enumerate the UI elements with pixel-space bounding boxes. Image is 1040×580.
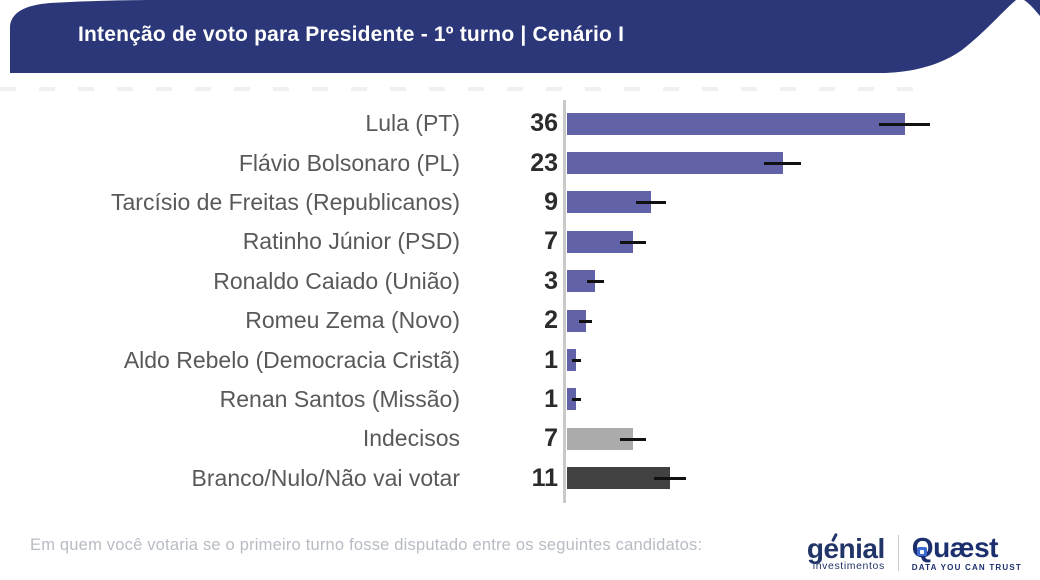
error-bar xyxy=(571,398,582,402)
chart-row: Romeu Zema (Novo) 2 xyxy=(0,301,1040,340)
value-label: 11 xyxy=(531,463,558,492)
chart-rows: Lula (PT) 36 Flávio Bolsonaro (PL) 23 Tarcís… xyxy=(0,104,1040,498)
bar xyxy=(567,270,596,293)
error-bar xyxy=(586,280,604,284)
chart-row: Lula (PT) 36 xyxy=(0,104,1040,143)
category-label: Indecisos xyxy=(362,425,460,452)
quaest-magnifier-icon xyxy=(916,547,927,556)
category-label: Aldo Rebelo (Democracia Cristã) xyxy=(123,346,460,373)
quaest-logo-text: Quæst xyxy=(911,532,999,563)
bar-track xyxy=(558,340,1040,379)
watermark-dashes xyxy=(0,87,935,91)
bar-track xyxy=(558,143,1040,182)
chart-axis-line xyxy=(563,100,566,503)
value-label: 1 xyxy=(544,384,558,413)
value-label: 1 xyxy=(544,345,558,374)
value-label: 2 xyxy=(544,306,558,335)
category-label: Flávio Bolsonaro (PL) xyxy=(238,149,460,176)
value-label: 9 xyxy=(544,187,558,216)
bar xyxy=(567,191,652,214)
value-label: 7 xyxy=(544,227,558,256)
chart-row: Tarcísio de Freitas (Republicanos) 9 xyxy=(0,183,1040,222)
category-label: Romeu Zema (Novo) xyxy=(245,307,460,334)
category-label: Tarcísio de Freitas (Republicanos) xyxy=(111,188,460,215)
chart-row: Flávio Bolsonaro (PL) 23 xyxy=(0,143,1040,182)
page-title: Intenção de voto para Presidente - 1º tu… xyxy=(78,23,625,46)
genial-logo-subtitle: investimentos xyxy=(812,559,885,572)
chart-row: Aldo Rebelo (Democracia Cristã) 1 xyxy=(0,340,1040,379)
category-label: Ronaldo Caiado (União) xyxy=(213,267,460,294)
error-bar xyxy=(579,319,593,323)
survey-question: Em quem você votaria se o primeiro turno… xyxy=(30,536,703,554)
chart-row: Indecisos 7 xyxy=(0,419,1040,458)
bar-track xyxy=(558,183,1040,222)
bar xyxy=(567,152,783,175)
logo-divider xyxy=(897,535,899,571)
category-label: Branco/Nulo/Não vai votar xyxy=(191,464,460,491)
error-bar xyxy=(619,240,646,244)
value-label: 7 xyxy=(544,424,558,453)
error-bar xyxy=(879,122,930,126)
quaest-tagline: DATA YOU CAN TRUST xyxy=(911,563,1022,572)
category-label: Lula (PT) xyxy=(365,110,460,137)
error-bar xyxy=(763,162,802,166)
bar-track xyxy=(558,104,1040,143)
bar-track xyxy=(558,380,1040,419)
bar xyxy=(567,427,633,450)
value-label: 36 xyxy=(530,109,558,138)
quaest-logo: Quæst DATA YOU CAN TRUST xyxy=(912,534,1022,572)
error-bar xyxy=(571,359,582,363)
bar-track xyxy=(558,301,1040,340)
header-band xyxy=(10,0,1040,73)
bar-track xyxy=(558,459,1040,498)
bar xyxy=(567,230,633,253)
value-label: 3 xyxy=(544,266,558,295)
error-bar xyxy=(654,477,687,481)
error-bar xyxy=(636,201,667,205)
bar-track xyxy=(558,262,1040,301)
genial-logo-text: genial xyxy=(806,532,885,564)
bar-track xyxy=(558,419,1040,458)
value-label: 23 xyxy=(530,148,558,177)
chart-row: Ronaldo Caiado (União) 3 xyxy=(0,262,1040,301)
error-bar xyxy=(619,437,646,441)
bar xyxy=(567,467,671,490)
chart-row: Ratinho Júnior (PSD) 7 xyxy=(0,222,1040,261)
bar-track xyxy=(558,222,1040,261)
genial-logo: genial investimentos xyxy=(806,532,885,572)
chart-row: Renan Santos (Missão) 1 xyxy=(0,380,1040,419)
category-label: Renan Santos (Missão) xyxy=(219,385,460,412)
branding: genial investimentos Quæst DATA YOU CAN … xyxy=(806,532,1022,572)
chart-row: Branco/Nulo/Não vai votar 11 xyxy=(0,459,1040,498)
category-label: Ratinho Júnior (PSD) xyxy=(242,228,460,255)
bar xyxy=(567,112,905,135)
bar xyxy=(567,309,586,332)
